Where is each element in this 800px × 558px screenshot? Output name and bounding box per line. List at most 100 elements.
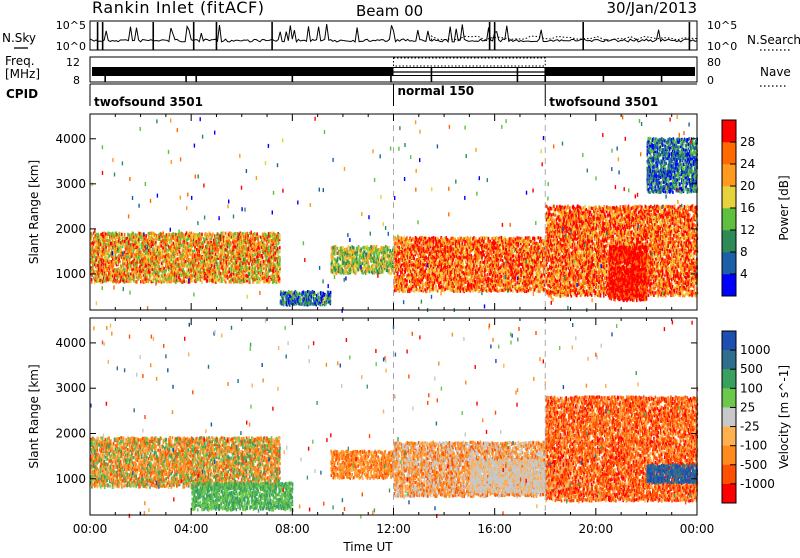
heatmap-cell — [227, 245, 229, 248]
heatmap-cell — [354, 269, 356, 272]
heatmap-cell — [405, 290, 407, 293]
heatmap-cell — [279, 246, 281, 249]
heatmap-cell — [399, 262, 401, 265]
nave-tick-bottom: 0 — [707, 74, 714, 87]
freq-label-line1: Freq. — [5, 54, 35, 68]
heatmap-cell — [424, 283, 426, 286]
heatmap-cell — [416, 288, 418, 291]
heatmap-cell — [386, 261, 388, 264]
heatmap-cell — [162, 231, 164, 234]
heatmap-cell — [279, 256, 281, 259]
heatmap-cell — [121, 233, 123, 236]
heatmap-cell — [271, 252, 273, 255]
heatmap-cell — [372, 271, 374, 274]
nsky-line — [90, 24, 697, 42]
heatmap-cell — [435, 285, 437, 288]
heatmap-cell — [180, 267, 182, 270]
heatmap-cell — [434, 267, 436, 270]
heatmap-cell — [226, 260, 228, 263]
heatmap-cell — [216, 279, 218, 282]
heatmap-cell — [431, 243, 433, 246]
heatmap-cell — [171, 258, 173, 261]
heatmap-cell — [218, 248, 220, 251]
heatmap-cell — [279, 270, 281, 273]
heatmap-cell — [159, 265, 161, 268]
nsearch-tick-top: 10^5 — [707, 19, 737, 32]
heatmap-cell — [426, 287, 428, 290]
heatmap-cell — [335, 246, 337, 249]
heatmap-cell — [260, 236, 262, 239]
heatmap-cell — [348, 272, 350, 275]
heatmap-cell — [273, 260, 275, 263]
heatmap-cell — [264, 267, 266, 270]
heatmap-cell — [409, 288, 411, 291]
heatmap-cell — [187, 238, 189, 241]
heatmap-cell — [177, 253, 179, 256]
heatmap-cell — [260, 258, 262, 261]
heatmap-cell — [99, 264, 101, 267]
nave-box — [394, 58, 546, 66]
heatmap-cell — [217, 266, 219, 269]
freq-tick-top: 12 — [66, 56, 80, 69]
cpid-label: CPID — [6, 87, 38, 101]
heatmap-cell — [299, 292, 301, 295]
heatmap-cell — [225, 232, 227, 235]
radar-summary-plot: Rankin Inlet (fitACF) Beam 00 30/Jan/201… — [0, 0, 800, 554]
freq-trace — [92, 58, 695, 82]
heatmap-cell — [429, 280, 431, 283]
heatmap-cell — [215, 253, 217, 256]
heatmap-cell — [342, 246, 344, 249]
heatmap-cell — [374, 263, 376, 266]
nave-label: Nave — [760, 65, 791, 79]
heatmap-cell — [437, 289, 439, 292]
heatmap-cell — [223, 232, 225, 235]
heatmap-cell — [302, 302, 304, 305]
heatmap-cell — [203, 237, 205, 240]
heatmap-cell — [409, 253, 411, 256]
heatmap-cell — [119, 260, 121, 263]
heatmap-cell — [278, 241, 280, 244]
heatmap-cell — [225, 281, 227, 284]
heatmap-cell — [279, 277, 281, 280]
heatmap-cell — [417, 254, 419, 257]
heatmap-cell — [122, 260, 124, 263]
freq-label-line2: [MHz] — [5, 67, 40, 81]
heatmap-cell — [139, 248, 141, 251]
heatmap-cell — [256, 232, 258, 235]
heatmap-cell — [228, 276, 230, 279]
heatmap-cell — [242, 232, 244, 235]
heatmap-cell — [163, 255, 165, 258]
heatmap-cell — [258, 235, 260, 238]
heatmap-cell — [235, 245, 237, 248]
heatmap-cell — [432, 281, 434, 284]
cpid-segment-label: twofsound 3501 — [549, 95, 658, 109]
nsky-label: N.Sky — [2, 31, 36, 45]
heatmap-cell — [279, 280, 281, 283]
heatmap-cell — [199, 250, 201, 253]
heatmap-cell — [228, 256, 230, 259]
heatmap-cell — [401, 264, 403, 267]
heatmap-cell — [233, 280, 235, 283]
heatmap-cell — [166, 276, 168, 279]
freq-tick-bottom: 8 — [73, 74, 80, 87]
heatmap-cell — [128, 280, 130, 283]
heatmap-cell — [194, 249, 196, 252]
heatmap-cell — [434, 287, 436, 290]
heatmap-cell — [332, 255, 334, 258]
heatmap-cell — [368, 261, 370, 264]
heatmap-cell — [126, 276, 128, 279]
heatmap-cell — [105, 256, 107, 259]
heatmap-cell — [440, 247, 442, 250]
heatmap-cell — [171, 280, 173, 283]
heatmap-cell — [418, 245, 420, 248]
heatmap-cell — [106, 264, 108, 267]
nsky-panel-frame — [90, 21, 697, 50]
heatmap-cell — [265, 238, 267, 241]
heatmap-cell — [314, 293, 316, 296]
heatmap-cell — [348, 245, 350, 248]
heatmap-cell — [388, 246, 390, 249]
heatmap-cell — [235, 235, 237, 238]
heatmap-cell — [128, 255, 130, 258]
heatmap-cell — [222, 246, 224, 249]
heatmap-cell — [293, 299, 295, 302]
